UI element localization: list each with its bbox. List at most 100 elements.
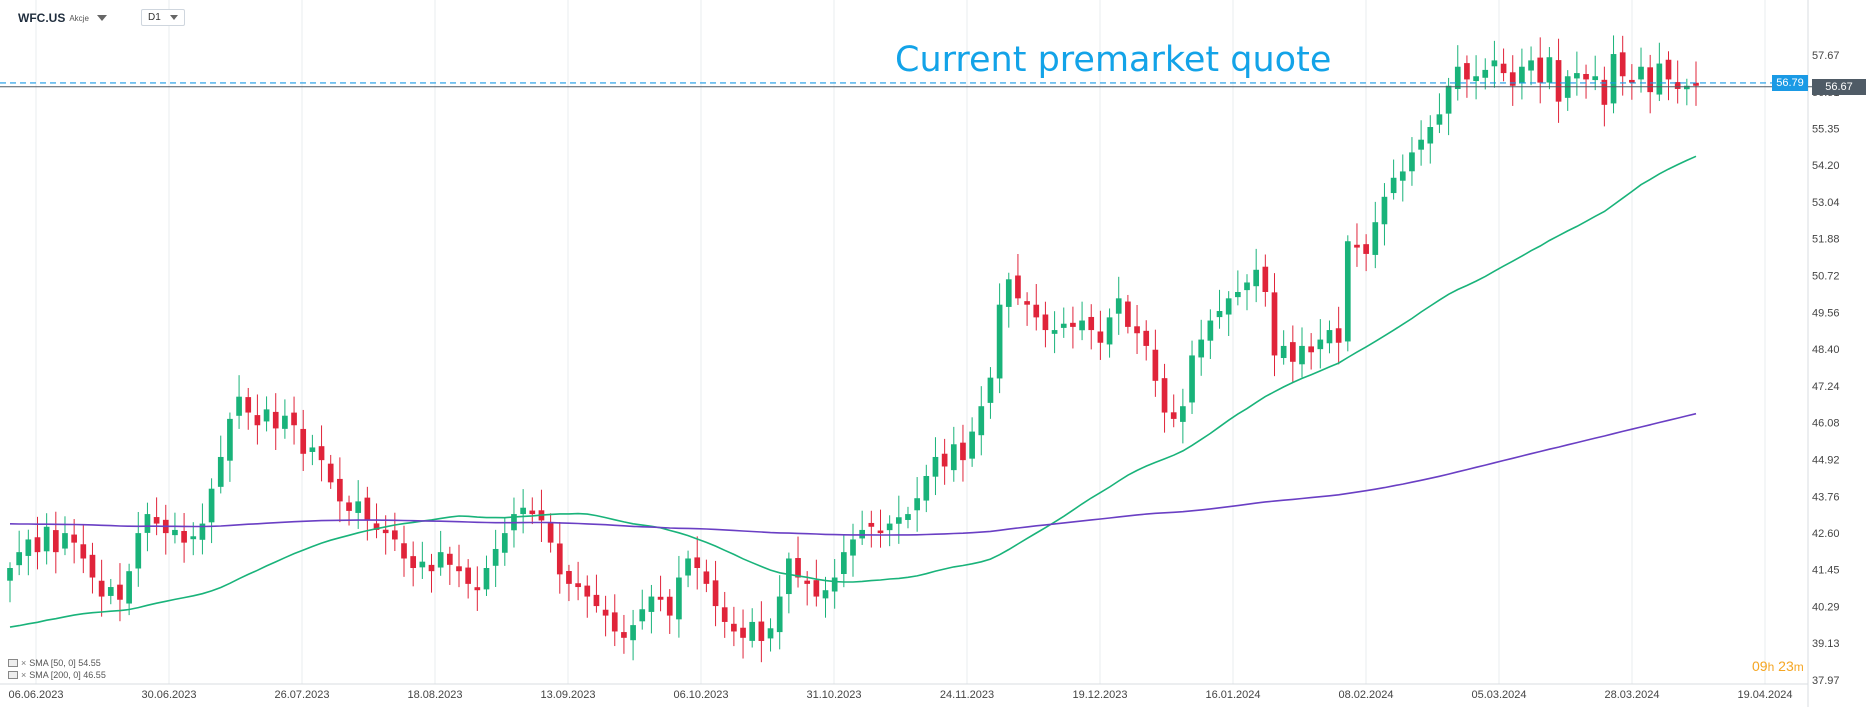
candle-down <box>877 530 884 534</box>
candle-up <box>786 558 792 595</box>
x-tick-label: 19.12.2023 <box>1072 689 1127 701</box>
last-price-tag: 56.67 <box>1812 78 1866 95</box>
candle-up <box>831 577 838 592</box>
candle-down <box>1464 63 1470 80</box>
countdown-minutes: 23 <box>1778 658 1794 674</box>
candle-down <box>1143 330 1150 346</box>
candle-down <box>1537 57 1544 83</box>
candle-down <box>117 584 123 600</box>
candle-up <box>1106 317 1113 345</box>
candle-up <box>190 536 197 540</box>
y-tick-label: 51.88 <box>1812 234 1840 246</box>
quote-lines <box>0 82 1812 88</box>
candle-down <box>291 412 297 426</box>
candle-up <box>905 514 911 520</box>
candle-down <box>1125 301 1131 327</box>
candle-down <box>71 534 77 543</box>
candle-up <box>1216 311 1223 318</box>
candle-up <box>1051 330 1058 334</box>
candle-down <box>556 543 563 575</box>
x-tick-label: 28.03.2024 <box>1604 689 1659 701</box>
remove-indicator-icon[interactable]: × <box>21 670 27 680</box>
candle-down <box>611 612 618 632</box>
candle-up <box>996 304 1003 379</box>
candle-down <box>795 558 801 578</box>
candle-down <box>758 621 765 641</box>
candle-down <box>1335 328 1342 343</box>
sma200-line <box>9 412 1697 536</box>
candle-down <box>410 556 417 569</box>
sma-lines <box>9 155 1697 628</box>
candle-up <box>172 529 178 536</box>
timeframe-chevron-down-icon[interactable] <box>170 15 178 20</box>
y-tick-label: 46.08 <box>1812 418 1840 430</box>
candle-down <box>1500 63 1507 74</box>
candle-up <box>1399 171 1406 181</box>
symbol-dropdown-chevron-down-icon[interactable] <box>96 15 107 21</box>
y-tick-label: 50.72 <box>1812 270 1840 282</box>
y-tick-label: 40.29 <box>1812 601 1840 613</box>
candle-down <box>1024 301 1030 305</box>
candle-up <box>850 539 856 556</box>
time-axis: 06.06.2023 30.06.2023 26.07.2023 18.08.2023… <box>0 683 1808 701</box>
candle-down <box>657 596 664 600</box>
candle-up <box>1519 66 1525 84</box>
candle-up <box>1473 76 1479 82</box>
candle-down <box>1262 266 1269 292</box>
candle-down <box>813 580 820 597</box>
y-tick-label: 48.40 <box>1812 344 1840 356</box>
symbol-label[interactable]: WFC.US <box>18 11 66 25</box>
candle-down <box>1271 292 1278 356</box>
candle-up <box>895 517 902 524</box>
candle-down <box>98 580 105 597</box>
candle-up <box>483 568 490 590</box>
candle-down <box>712 580 719 607</box>
x-tick-label: 16.01.2024 <box>1205 689 1260 701</box>
countdown-hours-unit: h <box>1767 660 1775 674</box>
timeframe-select[interactable]: D1 <box>141 9 185 26</box>
candle-up <box>236 396 242 416</box>
indicator-settings-icon[interactable] <box>8 659 18 667</box>
x-tick-label: 05.03.2024 <box>1471 689 1526 701</box>
indicator-legend-sma50[interactable]: × SMA [50, 0] 54.55 <box>8 658 101 668</box>
candle-down <box>1152 349 1159 381</box>
candle-up <box>144 514 151 533</box>
candle-up <box>309 447 316 452</box>
y-tick-label: 55.35 <box>1812 124 1840 136</box>
candle-up <box>25 539 32 556</box>
indicator-legend-sma200[interactable]: × SMA [200, 0] 46.55 <box>8 670 106 680</box>
candle-up <box>987 377 994 403</box>
candle-down <box>318 446 325 461</box>
candle-up <box>1482 69 1489 78</box>
candle-down <box>1308 346 1314 353</box>
candle-down <box>1033 304 1040 318</box>
candle-up <box>501 533 508 553</box>
sma50-label: SMA [50, 0] 54.55 <box>29 658 101 668</box>
candle-down <box>1601 79 1608 105</box>
y-tick-label: 54.20 <box>1812 160 1840 172</box>
candle-down <box>254 415 261 426</box>
candle-down <box>731 623 737 632</box>
candle-up <box>630 625 636 641</box>
candle-up <box>822 590 829 599</box>
indicator-settings-icon[interactable] <box>8 671 18 679</box>
candle-up <box>1592 76 1599 81</box>
candle-up <box>923 476 930 501</box>
remove-indicator-icon[interactable]: × <box>21 658 27 668</box>
candle-up <box>1436 114 1443 125</box>
candle-up <box>16 552 23 566</box>
candle-up <box>43 526 50 552</box>
candle-up <box>1638 66 1644 80</box>
y-tick-label: 41.45 <box>1812 565 1840 577</box>
candle-down <box>1088 316 1095 331</box>
candle-up <box>1317 339 1324 350</box>
candle-up <box>135 533 142 569</box>
candle-down <box>1647 67 1654 93</box>
candle-up <box>840 552 847 574</box>
candle-down <box>1161 378 1168 413</box>
candle-down <box>941 453 948 467</box>
candle-down <box>703 571 710 584</box>
candle-down <box>34 537 41 553</box>
candle-down <box>1674 82 1681 89</box>
